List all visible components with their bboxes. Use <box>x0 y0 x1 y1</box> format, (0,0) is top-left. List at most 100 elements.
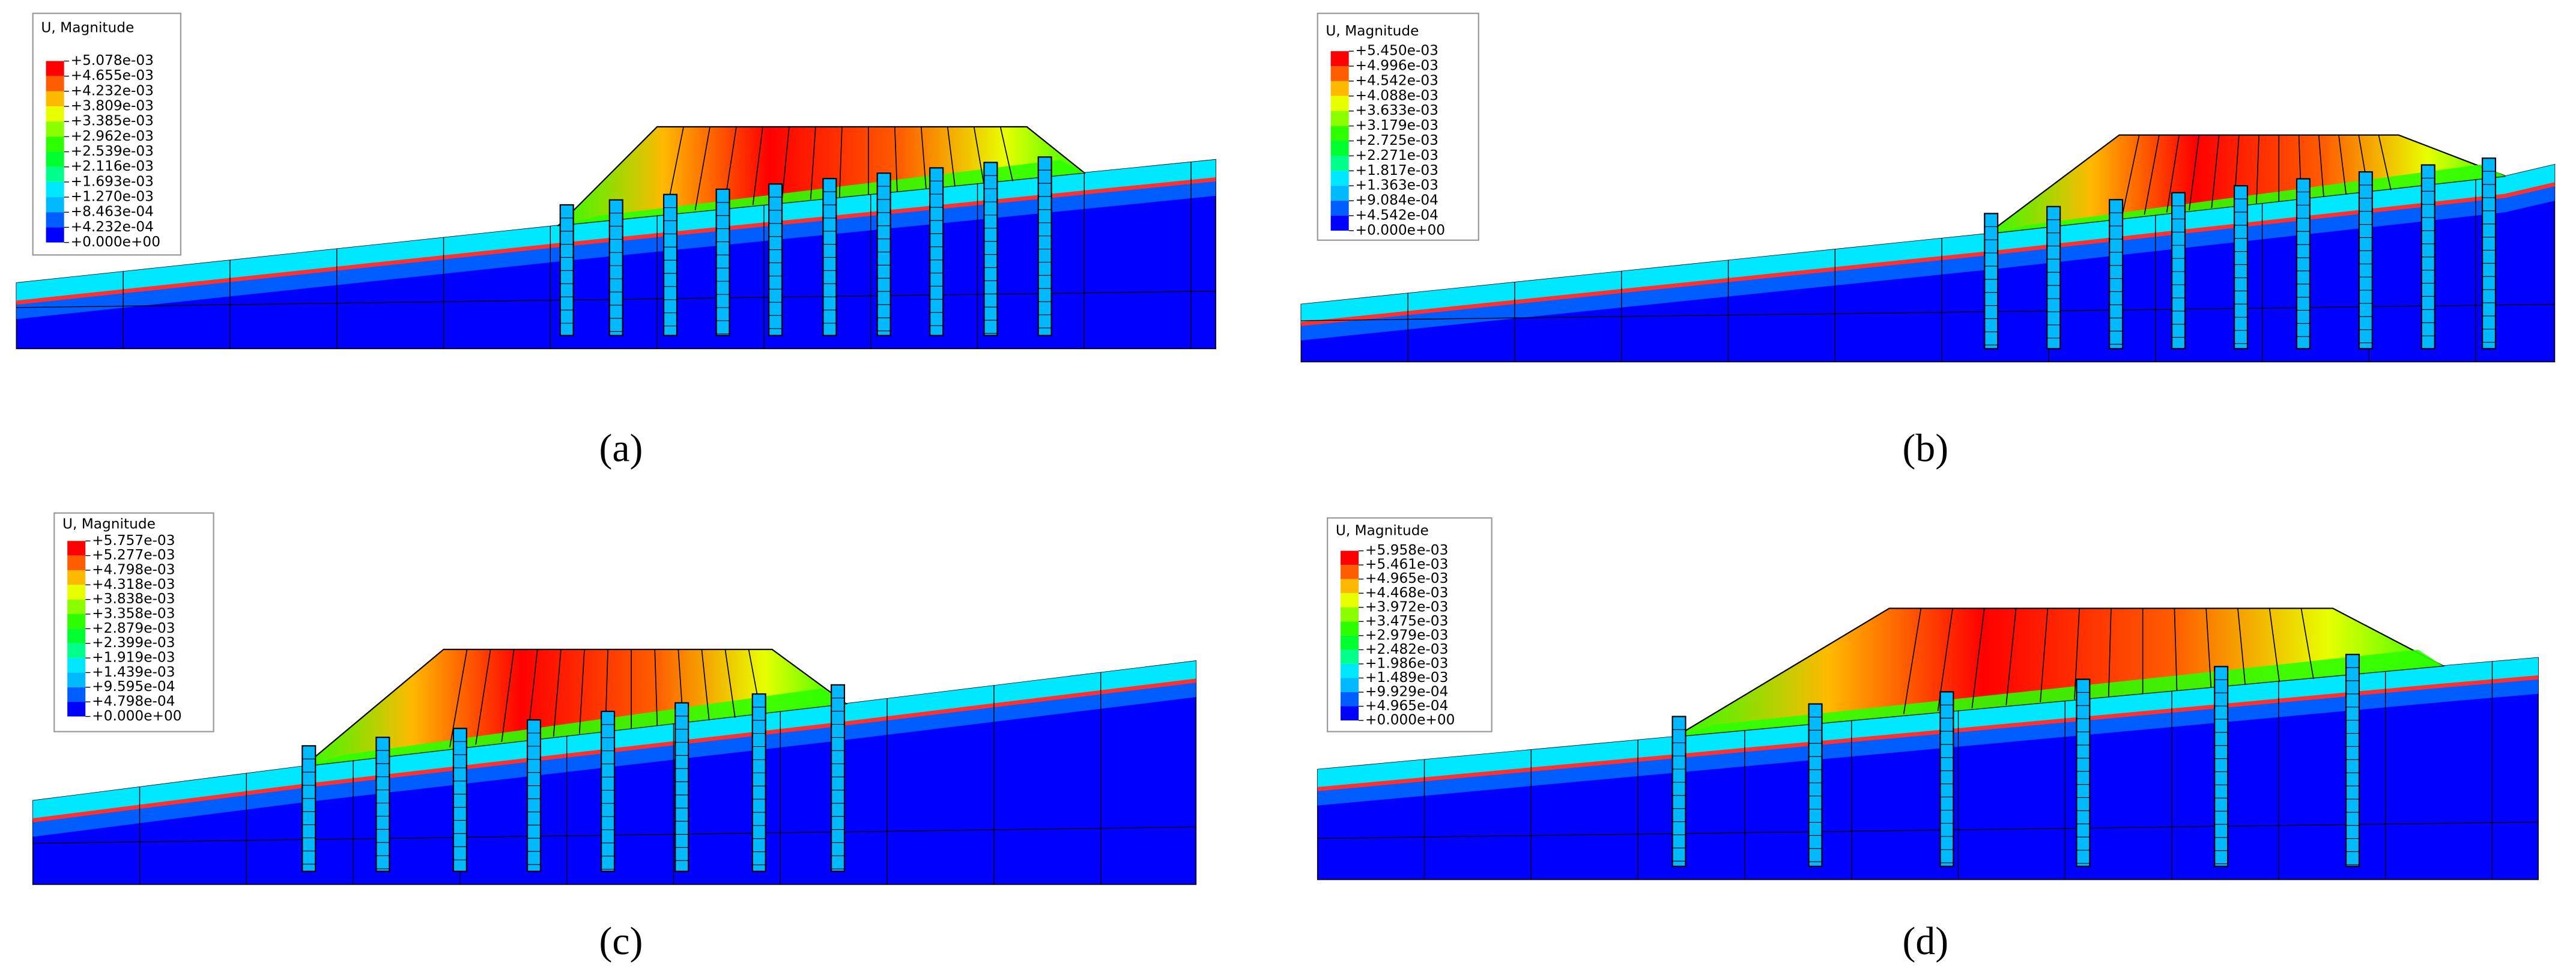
legend-label: +4.965e-04 <box>1365 698 1448 714</box>
legend-swatch <box>46 136 64 152</box>
mesh-line <box>501 649 515 742</box>
legend-label: +2.725e-03 <box>1356 132 1438 148</box>
legend-label: +3.179e-03 <box>1356 117 1438 133</box>
legend-title: U, Magnitude <box>1336 522 1429 538</box>
legend-label: +3.633e-03 <box>1356 102 1438 118</box>
legend-label: +4.965e-03 <box>1365 570 1448 586</box>
legend-swatch <box>67 658 86 673</box>
legend-swatch <box>1330 66 1349 81</box>
legend-label: +5.450e-03 <box>1356 43 1438 59</box>
legend-swatch <box>46 227 64 243</box>
contour-panel: U, Magnitude+5.757e-03+5.277e-03+4.798e-… <box>32 512 1197 963</box>
mesh-line <box>2318 135 2324 197</box>
legend-label: +4.232e-04 <box>71 219 154 235</box>
legend-label: +1.986e-03 <box>1365 655 1448 671</box>
legend-swatch <box>1341 635 1359 650</box>
legend-label: +5.461e-03 <box>1365 556 1448 573</box>
legend-swatch <box>46 76 64 91</box>
legend-swatch <box>1341 593 1359 607</box>
mesh-line <box>2174 608 2178 691</box>
legend-swatch <box>46 151 64 167</box>
pile <box>751 693 766 872</box>
legend-label: +2.399e-03 <box>92 635 175 651</box>
embankment-base <box>559 160 1085 226</box>
legend-label: +1.270e-03 <box>71 189 154 205</box>
panel-caption: (b) <box>1903 427 1949 470</box>
legend-label: +4.798e-03 <box>92 561 175 577</box>
mesh-line <box>838 126 843 197</box>
mesh-line <box>694 126 711 211</box>
legend-swatch <box>1330 126 1349 141</box>
mesh-line <box>1317 821 2539 839</box>
mesh-line <box>553 649 562 737</box>
pile <box>830 684 846 872</box>
contour-panel: U, Magnitude+5.450e-03+4.996e-03+4.542e-… <box>1300 13 2556 470</box>
legend-label: +4.468e-03 <box>1365 585 1448 601</box>
pile <box>662 193 678 336</box>
legend-swatch <box>1341 663 1359 678</box>
embankment-base <box>304 688 846 767</box>
mesh-line <box>920 126 927 189</box>
legend-swatch <box>67 555 86 570</box>
pile <box>2171 192 2186 350</box>
mesh-line <box>654 649 658 726</box>
legend-swatch <box>1330 201 1349 216</box>
legend-label: +9.595e-04 <box>92 678 175 695</box>
legend-label: +4.655e-03 <box>71 67 154 84</box>
legend-label: +4.088e-03 <box>1356 87 1438 103</box>
pile <box>601 710 616 872</box>
legend-swatch <box>1330 156 1349 171</box>
pile <box>1984 213 1999 350</box>
legend-swatch <box>1341 579 1359 594</box>
legend-swatch <box>1341 607 1359 622</box>
legend-swatch <box>1341 678 1359 692</box>
pile <box>1037 156 1052 336</box>
pile <box>559 204 574 336</box>
mesh-line <box>2040 608 2049 702</box>
red-layer <box>32 678 1196 823</box>
mesh-line <box>2268 608 2280 682</box>
legend-label: +3.385e-03 <box>71 113 154 129</box>
legend-label: +5.757e-03 <box>92 532 175 549</box>
mesh-line <box>2121 135 2140 217</box>
legend-label: +3.475e-03 <box>1365 613 1448 629</box>
legend-label: +3.358e-03 <box>92 606 175 622</box>
red-layer <box>1317 675 2539 791</box>
legend-swatch <box>46 212 64 228</box>
pile <box>768 183 783 336</box>
legend-swatch <box>1330 215 1349 231</box>
mesh-line <box>810 126 816 200</box>
legend-title: U, Magnitude <box>1326 23 1419 39</box>
mesh-line <box>2166 135 2180 213</box>
legend-swatch <box>1330 96 1349 111</box>
pile <box>674 702 689 872</box>
legend-label: +2.539e-03 <box>71 143 154 159</box>
legend-swatch <box>67 643 86 659</box>
legend-label: +3.809e-03 <box>71 98 154 114</box>
panel-caption: (d) <box>1903 920 1949 963</box>
mesh-line <box>2108 608 2112 697</box>
legend-label: +1.439e-03 <box>92 664 175 680</box>
contour-panel: U, Magnitude+5.958e-03+5.461e-03+4.965e-… <box>1317 517 2539 963</box>
legend-swatch <box>1341 706 1359 720</box>
legend-swatch <box>1330 186 1349 201</box>
mesh-line <box>999 126 1013 181</box>
mesh-line <box>475 649 491 745</box>
pile <box>2358 171 2373 350</box>
legend-label: +2.116e-03 <box>71 158 154 174</box>
legend-label: +4.542e-03 <box>1356 72 1438 88</box>
embankment <box>1675 607 2446 737</box>
pile <box>983 162 998 336</box>
contour-panel: U, Magnitude+5.078e-03+4.655e-03+4.232e-… <box>16 13 1216 470</box>
pile <box>1939 691 1954 867</box>
mesh-line <box>701 649 710 720</box>
mesh-line <box>724 649 736 718</box>
mesh-line <box>2205 608 2212 688</box>
pile <box>715 188 730 336</box>
legend-swatch <box>67 585 86 600</box>
legend-swatch <box>67 599 86 615</box>
mesh-line <box>1971 608 1985 708</box>
legend-label: +1.693e-03 <box>71 173 154 189</box>
legend-label: +1.489e-03 <box>1365 669 1448 686</box>
legend-swatch <box>1330 51 1349 67</box>
